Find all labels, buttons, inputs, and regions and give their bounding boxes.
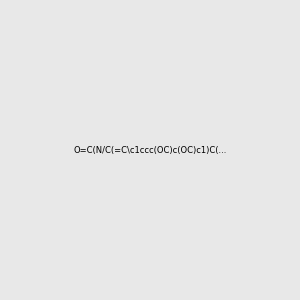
Text: O=C(N/C(=C\c1ccc(OC)c(OC)c1)C(...: O=C(N/C(=C\c1ccc(OC)c(OC)c1)C(...: [73, 146, 227, 154]
